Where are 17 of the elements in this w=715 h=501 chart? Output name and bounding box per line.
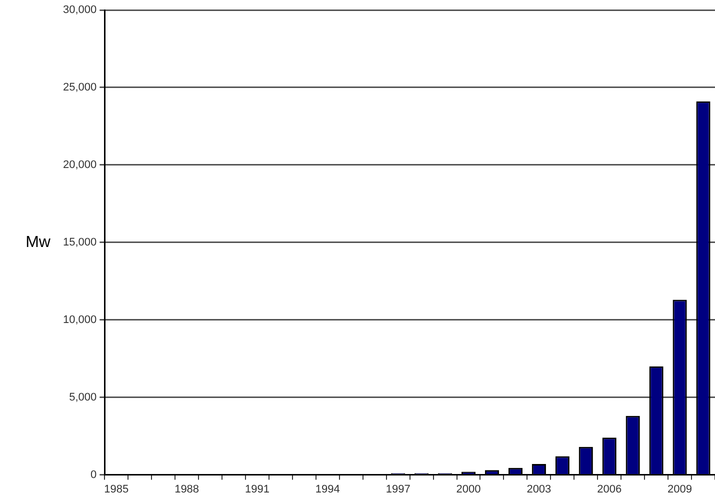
x-tick-label: 2000 [456,483,481,496]
x-tick-label: 2006 [597,483,622,496]
y-tick-label: 30,000 [62,4,97,16]
y-tick-label: 20,000 [62,158,97,171]
y-tick-label: 15,000 [62,236,97,248]
x-tick-label: 1985 [104,483,129,496]
x-tick-label: 1988 [174,483,200,496]
x-tick-label: 1997 [386,483,410,496]
y-tick-label: 10,000 [62,314,97,326]
y-axis-title: Mw [26,234,51,251]
y-tick-label: 25,000 [62,82,97,94]
x-tick-label: 2009 [668,483,692,496]
y-tick-label: 0 [90,468,97,481]
x-tick-label: 2003 [526,483,552,496]
x-tick-label: 1994 [315,483,340,496]
x-tick-label: 1991 [244,483,270,496]
y-tick-label: 5,000 [69,391,97,404]
